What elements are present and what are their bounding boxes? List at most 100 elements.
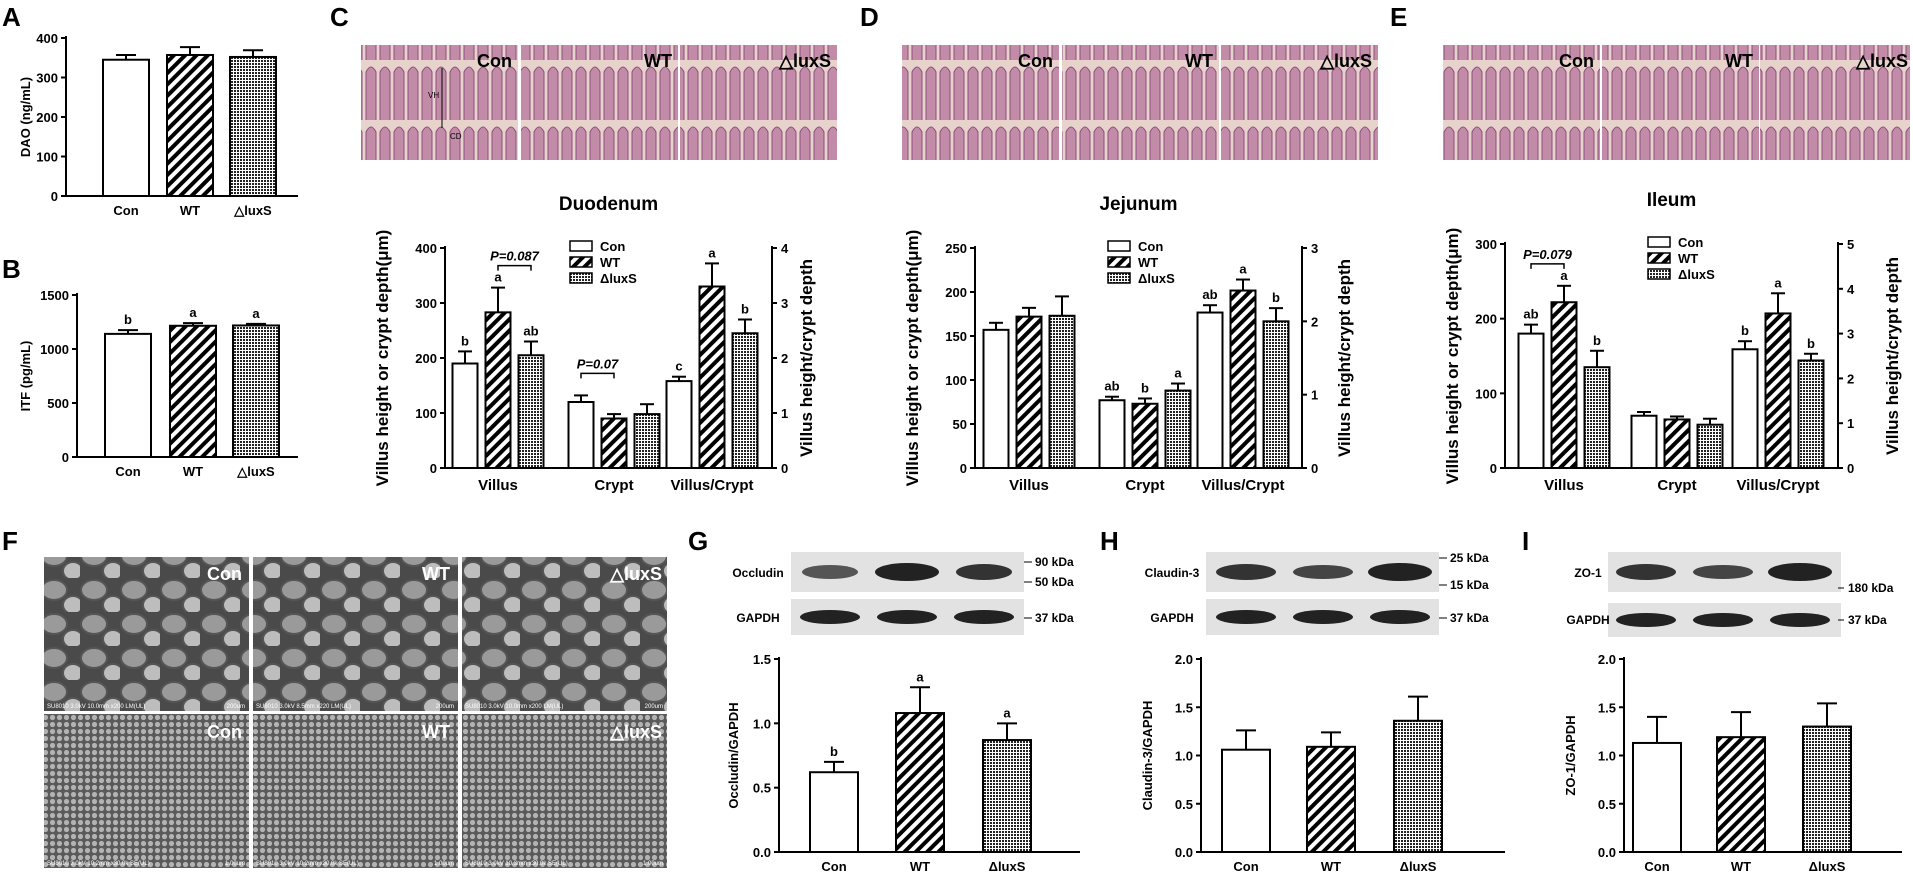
y-tick-label: 1.5: [1598, 700, 1616, 715]
significance-label: b: [1593, 333, 1601, 348]
bar: [1098, 399, 1126, 469]
significance-label: a: [916, 669, 924, 684]
bar: [1131, 402, 1159, 470]
y2-tick-label: 2: [781, 351, 788, 366]
y-tick-label: 0.0: [1598, 845, 1616, 860]
sem-label: Con: [207, 564, 242, 584]
y-tick-label: 0.5: [1175, 797, 1193, 812]
blot-band: [1693, 565, 1753, 579]
blot-control-label: GAPDH: [1150, 611, 1193, 625]
histology-image: [680, 45, 837, 160]
y2-axis-label: Villus height/crypt depth: [797, 259, 816, 457]
histology-e: Con WT △luxS: [1443, 45, 1910, 160]
bar: [698, 285, 726, 469]
significance-label: a: [1774, 275, 1782, 290]
histology-label: △luxS: [1319, 51, 1372, 71]
x-tick-label: Con: [1644, 859, 1669, 874]
x-tick-label: Crypt: [1125, 477, 1164, 494]
bar: [1221, 748, 1271, 854]
histology-c: Con WT △luxS VH CD: [361, 45, 837, 160]
y-tick-label: 200: [36, 110, 58, 125]
legend-label: WT: [600, 255, 620, 270]
bar: [1306, 745, 1356, 853]
bar: [169, 324, 217, 458]
x-tick-label: WT: [180, 203, 200, 218]
blot-band: [1216, 564, 1276, 580]
legend-swatch: [1107, 272, 1131, 284]
panel-letter-a: A: [2, 2, 21, 32]
p-value-label: P=0.079: [1523, 247, 1573, 262]
y-tick-label: 200: [945, 285, 967, 300]
histology-image: [521, 45, 678, 160]
marker-label: 37 kDa: [1450, 611, 1489, 625]
blot-band: [1370, 610, 1430, 624]
bar: [665, 380, 693, 470]
bar: [1517, 332, 1545, 469]
chart-duodenum: 0 100 200 300 400 0 1 2 3 4 Villus height or crypt…: [373, 194, 816, 494]
western-g: Occludin GAPDH 90 kDa 50 kDa 37 kDa: [732, 552, 1074, 635]
histology-label: Con: [477, 51, 512, 71]
marker-label: 25 kDa: [1450, 551, 1489, 565]
legend-label: Con: [600, 239, 625, 254]
y-tick-label: 200: [1475, 312, 1497, 327]
y-tick-label: 0.0: [753, 845, 771, 860]
y-tick-label: 400: [415, 241, 437, 256]
sem-label: △luxS: [609, 722, 662, 742]
significance-label: a: [708, 245, 716, 260]
sem-caption: SU8010 3.0kV 10.2mm x30.0k SE(UL): [47, 861, 150, 867]
y-tick-label: 0.5: [753, 781, 771, 796]
blot-band: [800, 610, 860, 624]
y-tick-label: 0: [1490, 461, 1497, 476]
y-tick-label: 1500: [40, 288, 69, 303]
y2-tick-label: 1: [1311, 388, 1318, 403]
legend-label: Con: [1138, 239, 1163, 254]
legend-label: Con: [1678, 235, 1703, 250]
bar: [1196, 311, 1224, 469]
x-tick-label: ΔluxS: [1809, 859, 1846, 874]
y-tick-label: 50: [953, 417, 967, 432]
histology-image: [1062, 45, 1219, 160]
marker-label: 180 kDa: [1848, 581, 1894, 595]
legend-swatch: [1647, 252, 1671, 264]
y-tick-label: 150: [945, 329, 967, 344]
bar: [1764, 312, 1792, 469]
bar: [1663, 418, 1691, 470]
histology-image: [902, 45, 1059, 160]
sem-scale: 200um: [645, 704, 663, 710]
x-tick-label: Villus/Crypt: [1201, 477, 1284, 494]
sem-scale: 1.00um: [643, 861, 663, 867]
bar: [1164, 389, 1192, 469]
y2-axis-label: Villus height/crypt depth: [1883, 257, 1902, 455]
y2-tick-label: 4: [781, 241, 789, 256]
vh-label: VH: [428, 91, 439, 100]
bar: [166, 53, 214, 197]
y-tick-label: 2.0: [1175, 652, 1193, 667]
significance-label: a: [1003, 705, 1011, 720]
significance-label: b: [1272, 290, 1280, 305]
blot-target-label: ZO-1: [1574, 566, 1602, 580]
y-tick-label: 1.5: [753, 652, 771, 667]
y2-tick-label: 1: [1847, 416, 1854, 431]
bar: [102, 58, 150, 197]
sem-panel: Con WT △luxS Con WT △luxS SU8010 3.0kV 1…: [44, 557, 667, 868]
sem-label: WT: [422, 722, 450, 742]
p-value-label: P=0.087: [490, 249, 540, 264]
y-tick-label: 300: [36, 71, 58, 86]
western-h: Claudin-3 GAPDH 25 kDa 15 kDa 37 kDa: [1145, 551, 1489, 635]
x-tick-label: WT: [910, 859, 930, 874]
legend-label: ΔluxS: [1678, 267, 1715, 282]
sem-label: Con: [207, 722, 242, 742]
legend-swatch: [569, 256, 593, 268]
panel-letter-d: D: [860, 2, 879, 32]
y-tick-label: 400: [36, 31, 58, 46]
bar: [567, 401, 595, 469]
y-axis-label: Occludin/GAPDH: [726, 702, 741, 808]
y-axis-label: Villus height or crypt depth(μm): [1443, 228, 1462, 485]
sem-caption: SU8010 3.0kV 10.0mm x200 LM(UL): [47, 704, 145, 710]
x-tick-label: △luxS: [236, 464, 275, 479]
bar: [232, 324, 280, 458]
y-tick-label: 500: [47, 396, 69, 411]
significance-label: b: [124, 312, 132, 327]
y-tick-label: 2.0: [1598, 652, 1616, 667]
x-tick-label: △luxS: [233, 203, 272, 218]
